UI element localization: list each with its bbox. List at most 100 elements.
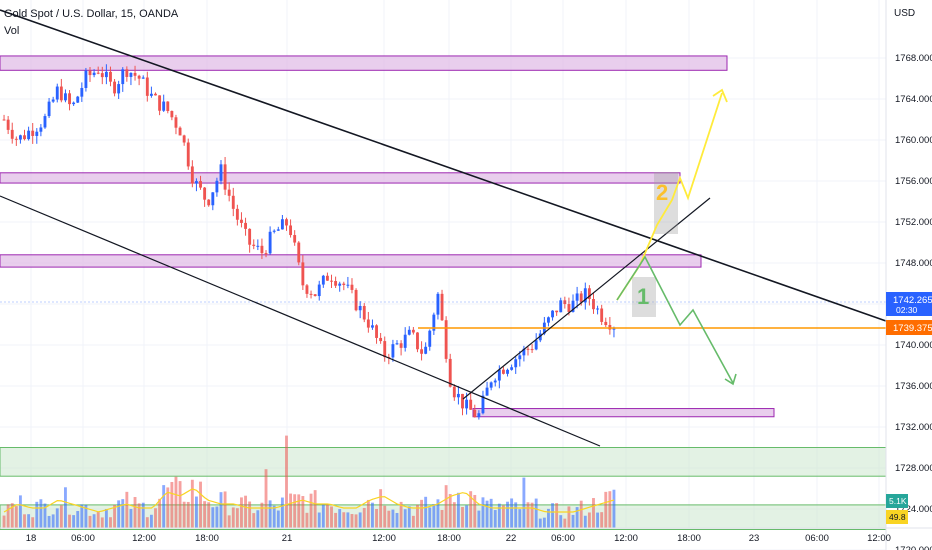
volume-bar [583,515,587,528]
volume-bar [547,508,550,528]
candle-body [55,86,59,100]
candle-body [256,245,260,247]
candle-body [444,320,448,359]
candle-body [264,253,268,255]
volume-badge-2-label: 49.8 [889,512,906,522]
volume-bar [170,481,174,528]
volume-bar [493,510,497,528]
candle-body [608,325,612,330]
candle-body [18,135,22,140]
candle-body [530,349,534,351]
candle-body [497,369,501,381]
volume-bar [47,515,51,528]
candle-body [268,231,272,254]
candle-body [158,95,162,111]
y-tick-label: 1720.000 [895,545,932,550]
annotation-1: 1 [637,284,649,309]
candle-body [64,93,67,101]
candle-body [293,235,297,243]
candle-body [289,225,293,236]
candle-body [612,328,616,330]
candle-body [473,409,477,418]
candle-body [371,325,374,328]
volume-bar [579,500,583,528]
volume-bar [407,506,411,528]
volume-bar [215,506,219,528]
x-tick-label: 06:00 [551,533,575,544]
candle-body [240,219,243,223]
volume-bar [555,503,559,528]
volume-bar [227,515,231,528]
volume-bar [334,512,338,528]
candle-body [190,166,194,184]
symbol-title: Gold Spot / U.S. Dollar, 15, OANDA [4,8,179,20]
volume-bar [203,501,207,528]
volume-bar [162,485,166,528]
candle-body [559,300,563,313]
volume-bar [526,502,530,528]
candle-body [514,359,518,368]
volume-bar [391,509,395,528]
candle-body [280,219,284,230]
volume-bar [80,504,84,528]
volume-bar [510,498,514,528]
volume-ma-line [3,488,615,513]
volume-bar [10,503,14,528]
time-axis: 18 06:00 12:00 18:00 21 12:00 18:00 22 06:00 12:0… [0,527,932,544]
candle-body [379,337,383,342]
candle-body [358,305,362,311]
candle-body [424,346,428,354]
volume-bar [452,502,456,528]
candle-body [113,81,116,94]
volume-bar [489,498,493,528]
volume-bar [522,477,526,528]
candle-body [362,305,366,320]
candle-body [432,314,436,331]
volume-bar [6,504,10,528]
candle-body [567,304,571,312]
volume-badge-2 [886,510,908,524]
volume-bar [145,517,149,528]
candle-body [51,99,55,102]
volume-bar [51,514,55,528]
volume-bar [346,512,350,528]
demand-zone [0,447,887,477]
candle-body [489,382,493,388]
candle-body [203,187,207,200]
volume-bar [530,502,534,528]
volume-bar [432,503,436,528]
y-tick-label: 1724.000 [895,504,932,515]
volume-bar [399,501,403,528]
y-tick-label: 1748.000 [895,258,932,269]
candle-body [260,245,264,254]
volume-bar [125,491,129,528]
candle-body [342,283,346,286]
volume-bar [604,491,608,528]
candle-body [199,181,202,188]
volume-bar [109,517,112,528]
candle-body [346,284,350,286]
x-tick-label: 06:00 [71,533,95,544]
candle-body [125,69,129,77]
candle-body [522,348,526,356]
candle-body [76,96,80,103]
candle-body [461,393,464,409]
bullish-arrow-head [712,88,728,103]
overlays: 12 [0,9,887,447]
candle-body [170,110,174,118]
volume-bar [23,514,26,528]
x-tick-label: 18 [26,533,37,544]
candle-body [141,77,145,79]
y-tick-label: 1732.000 [895,422,932,433]
candle-body [166,101,170,111]
candle-body [92,72,96,76]
candle-body [248,228,252,245]
current-price-label: 1742.265 [893,295,932,306]
volume-bar [248,501,252,528]
volume-bar [64,487,67,528]
candle-body [428,330,432,347]
volume-bar [481,497,485,528]
annotation-2: 2 [656,180,668,205]
candle-body [178,127,182,136]
